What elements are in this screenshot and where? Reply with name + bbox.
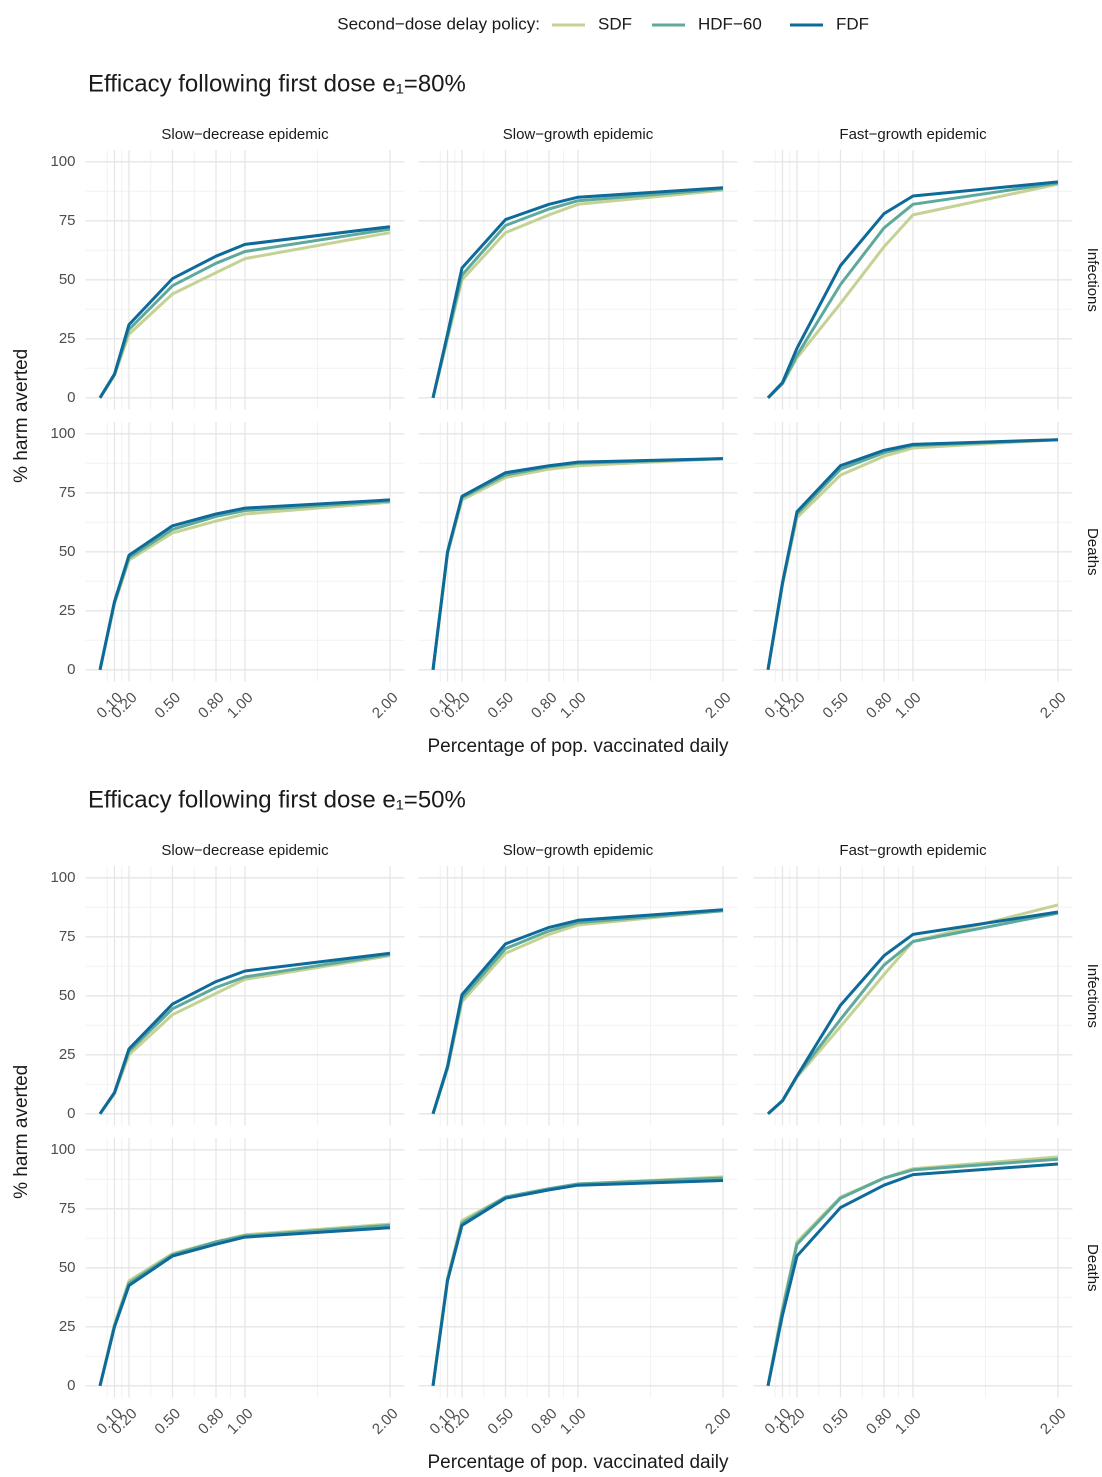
x-tick-label: 2.00 <box>1037 689 1070 722</box>
y-tick-label: 0 <box>67 661 75 678</box>
x-tick-label: 1.00 <box>224 1405 257 1438</box>
x-axis-title: Percentage of pop. vaccinated daily <box>427 1452 729 1473</box>
y-tick-label: 75 <box>59 212 76 229</box>
x-tick-label: 0.80 <box>863 689 896 722</box>
x-tick-label: 2.00 <box>702 1405 735 1438</box>
series-line <box>766 438 1059 671</box>
x-tick-label: 0.50 <box>484 1405 517 1438</box>
strip-label: Slow−growth epidemic <box>503 842 654 859</box>
x-tick-label: 0.80 <box>528 689 561 722</box>
row-label: Infections <box>1084 964 1101 1028</box>
x-tick-label: 0.50 <box>819 1405 852 1438</box>
x-tick-label: 0.80 <box>528 1405 561 1438</box>
y-tick-label: 75 <box>59 484 76 501</box>
series-line <box>98 1226 391 1387</box>
y-tick-label: 75 <box>59 1200 76 1217</box>
chart-title: Efficacy following first dose e₁=50% <box>88 786 466 813</box>
x-tick-label: 1.00 <box>224 689 257 722</box>
chart-title: Efficacy following first dose e₁=80% <box>88 70 466 97</box>
y-tick-label: 25 <box>59 1046 76 1063</box>
panel <box>753 150 1073 410</box>
strip-label: Slow−decrease epidemic <box>161 126 329 143</box>
x-tick-label: 1.00 <box>892 1405 925 1438</box>
y-tick-label: 0 <box>67 1105 75 1122</box>
y-tick-label: 100 <box>50 425 75 442</box>
series-line <box>98 951 391 1115</box>
panel <box>418 422 738 682</box>
panel <box>418 866 738 1126</box>
panel <box>85 422 405 682</box>
series-line <box>766 1162 1059 1387</box>
panel <box>418 1138 738 1398</box>
x-tick-label: 2.00 <box>369 689 402 722</box>
series-line <box>431 908 724 1115</box>
x-tick-label: 0.50 <box>151 689 184 722</box>
y-tick-label: 50 <box>59 543 76 560</box>
row-label: Deaths <box>1084 528 1101 576</box>
y-tick-label: 0 <box>67 389 75 406</box>
y-tick-label: 0 <box>67 1377 75 1394</box>
x-tick-label: 0.50 <box>151 1405 184 1438</box>
panel <box>753 1138 1073 1398</box>
x-tick-label: 0.80 <box>863 1405 896 1438</box>
y-tick-label: 50 <box>59 987 76 1004</box>
series-line <box>431 186 724 399</box>
panel <box>753 866 1073 1126</box>
x-tick-label: 0.80 <box>195 689 228 722</box>
legend-title: Second−dose delay policy: <box>337 14 540 33</box>
y-tick-label: 50 <box>59 1259 76 1276</box>
y-axis-title: % harm averted <box>11 349 32 483</box>
strip-label: Fast−growth epidemic <box>839 126 987 143</box>
series-line <box>431 1179 724 1387</box>
y-tick-label: 25 <box>59 330 76 347</box>
legend-label: FDF <box>836 14 869 33</box>
x-tick-label: 1.00 <box>557 1405 590 1438</box>
panel <box>753 422 1073 682</box>
y-tick-label: 75 <box>59 928 76 945</box>
x-tick-label: 1.00 <box>892 689 925 722</box>
series-line <box>766 910 1059 1115</box>
panel <box>85 1138 405 1398</box>
strip-label: Slow−decrease epidemic <box>161 842 329 859</box>
panel <box>85 150 405 410</box>
strip-label: Slow−growth epidemic <box>503 126 654 143</box>
x-tick-label: 2.00 <box>1037 1405 1070 1438</box>
y-tick-label: 100 <box>50 153 75 170</box>
series-line <box>98 225 391 399</box>
strip-label: Fast−growth epidemic <box>839 842 987 859</box>
y-tick-label: 25 <box>59 602 76 619</box>
x-tick-label: 2.00 <box>369 1405 402 1438</box>
x-tick-label: 0.50 <box>484 689 517 722</box>
y-tick-label: 100 <box>50 1141 75 1158</box>
x-tick-label: 0.50 <box>819 689 852 722</box>
row-label: Deaths <box>1084 1244 1101 1292</box>
series-line <box>766 180 1059 399</box>
x-tick-label: 0.80 <box>195 1405 228 1438</box>
series-line <box>431 457 724 670</box>
y-tick-label: 25 <box>59 1318 76 1335</box>
legend-label: SDF <box>598 14 632 33</box>
x-tick-label: 2.00 <box>702 689 735 722</box>
y-axis-title: % harm averted <box>11 1065 32 1199</box>
x-tick-label: 1.00 <box>557 689 590 722</box>
panel <box>85 866 405 1126</box>
x-axis-title: Percentage of pop. vaccinated daily <box>427 736 729 757</box>
series-line <box>98 498 391 671</box>
legend-label: HDF−60 <box>698 14 762 33</box>
panel <box>418 150 738 410</box>
y-tick-label: 100 <box>50 869 75 886</box>
row-label: Infections <box>1084 248 1101 312</box>
y-tick-label: 50 <box>59 271 76 288</box>
